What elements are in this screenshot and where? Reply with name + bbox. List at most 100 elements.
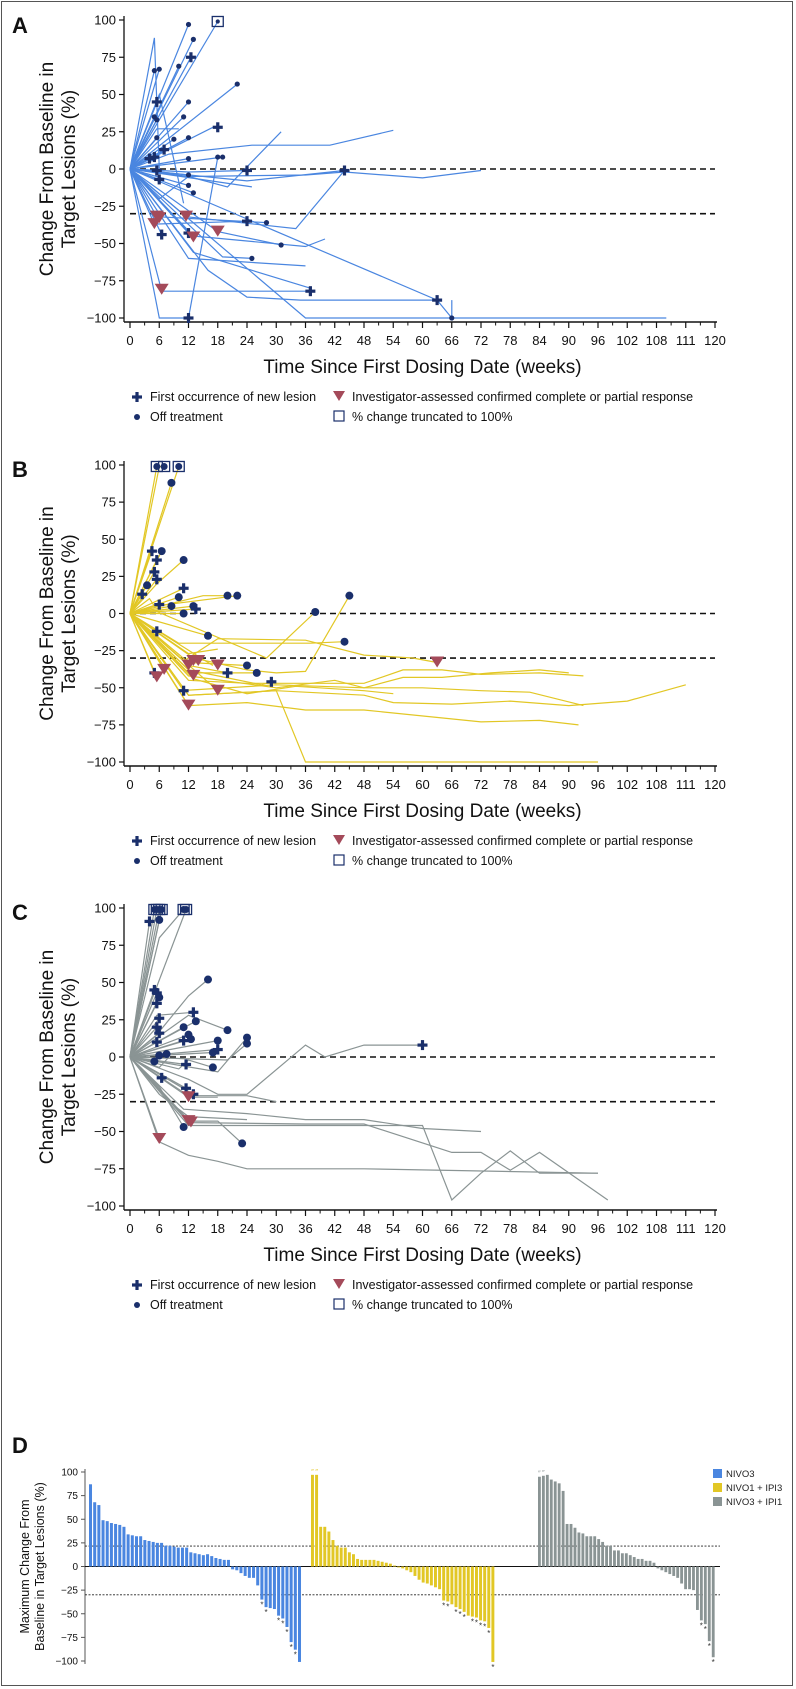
new-lesion-marker-v bbox=[194, 604, 198, 615]
off-treatment-marker bbox=[176, 63, 182, 69]
bar-nivo3-ipi1 bbox=[711, 1566, 715, 1658]
legend-truncated-label: % change truncated to 100% bbox=[352, 410, 513, 424]
y-tick-label: −25 bbox=[94, 643, 116, 658]
new-lesion-marker-v bbox=[157, 174, 161, 185]
new-lesion-marker-v bbox=[160, 1072, 164, 1083]
patient-series-line bbox=[129, 613, 394, 695]
x-tick-label: 66 bbox=[445, 333, 459, 348]
new-lesion-marker-v bbox=[182, 583, 186, 594]
bar-nivo1-ipi3 bbox=[470, 1566, 474, 1617]
y-tick-label: 0 bbox=[109, 1050, 116, 1065]
x-tick-label: 111 bbox=[676, 777, 696, 792]
panel-label: C bbox=[12, 900, 28, 925]
response-asterisk: * bbox=[446, 1602, 449, 1611]
bar-nivo3-ipi1 bbox=[676, 1566, 680, 1578]
y-tick-label: 0 bbox=[109, 162, 116, 177]
x-tick-label: 108 bbox=[646, 777, 668, 792]
off-treatment-marker bbox=[167, 478, 176, 487]
bar-nivo1-ipi3 bbox=[450, 1566, 454, 1605]
new-lesion-marker bbox=[305, 286, 316, 297]
y-tick-label: 100 bbox=[94, 13, 116, 28]
response-asterisk: * bbox=[281, 1619, 284, 1628]
bar-nivo3 bbox=[235, 1566, 239, 1571]
new-lesion-marker bbox=[181, 1083, 192, 1094]
bar-nivo1-ipi3 bbox=[417, 1566, 421, 1580]
off-treatment-marker bbox=[155, 1051, 164, 1060]
off-treatment-marker bbox=[175, 462, 183, 470]
new-lesion-marker-v bbox=[135, 392, 139, 402]
bar-nivo3 bbox=[231, 1566, 235, 1570]
spider-plot-panel-a: A 100 75 50 25 0 −25 −50 −75 −100 0 6 12 18 24 30 36 42 48… bbox=[12, 13, 726, 425]
new-lesion-marker-v bbox=[184, 1083, 188, 1094]
new-lesion-marker-v bbox=[186, 313, 191, 323]
patient-series-line bbox=[129, 1014, 228, 1058]
new-lesion-marker bbox=[339, 165, 350, 176]
off-treatment-marker bbox=[233, 591, 242, 600]
off-treatment-marker bbox=[185, 182, 192, 188]
off-treatment-marker bbox=[171, 136, 177, 142]
bar-nivo3-ipi1 bbox=[668, 1566, 672, 1575]
bar-nivo3 bbox=[105, 1521, 109, 1567]
new-lesion-marker bbox=[144, 916, 155, 927]
response-asterisk: * bbox=[442, 1602, 445, 1611]
new-lesion-marker bbox=[151, 96, 162, 107]
x-tick-label: 72 bbox=[474, 777, 488, 792]
x-tick-label: 18 bbox=[211, 1221, 225, 1236]
y-tick-label: −50 bbox=[94, 1124, 116, 1139]
patient-series-line bbox=[129, 919, 160, 1058]
bar-nivo1-ipi3 bbox=[380, 1561, 384, 1567]
bar-nivo3-ipi1 bbox=[684, 1566, 687, 1590]
truncated-marker bbox=[157, 460, 171, 473]
y-tick-label: 100 bbox=[94, 458, 116, 473]
response-asterisk: * bbox=[471, 1618, 474, 1627]
off-treatment-marker bbox=[174, 593, 183, 602]
legend-new-lesion-label: First occurrence of new lesion bbox=[150, 390, 316, 404]
bar-nivo1-ipi3 bbox=[343, 1547, 347, 1567]
new-lesion-marker bbox=[151, 1022, 162, 1033]
x-tick-label: 120 bbox=[704, 777, 726, 792]
y-tick-label: −75 bbox=[61, 1633, 78, 1644]
bar-nivo3 bbox=[160, 1542, 164, 1567]
bar-nivo3-ipi1 bbox=[660, 1566, 664, 1571]
off-treatment-marker bbox=[185, 172, 192, 178]
bar-nivo3 bbox=[201, 1555, 205, 1567]
patient-series-line bbox=[129, 168, 667, 319]
new-lesion-marker bbox=[151, 626, 162, 637]
off-treatment-marker bbox=[345, 591, 354, 600]
new-lesion-marker bbox=[151, 998, 162, 1009]
x-tick-label: 36 bbox=[298, 333, 312, 348]
patient-series-line bbox=[129, 612, 209, 637]
patient-series-line bbox=[129, 168, 248, 173]
patient-series-line bbox=[129, 138, 175, 170]
new-lesion-marker bbox=[266, 676, 277, 687]
patient-series-line bbox=[129, 613, 569, 692]
new-lesion-marker bbox=[154, 1028, 165, 1039]
response-marker bbox=[147, 218, 162, 230]
response-asterisk: * bbox=[260, 1601, 263, 1610]
off-treatment-marker bbox=[215, 154, 221, 160]
x-tick-label: 48 bbox=[357, 1221, 371, 1236]
bar-nivo1-ipi3 bbox=[434, 1566, 437, 1588]
bar-nivo3 bbox=[289, 1566, 293, 1643]
x-tick-label: 96 bbox=[591, 777, 605, 792]
off-treatment-marker bbox=[162, 1050, 171, 1059]
off-treatment-marker bbox=[204, 975, 212, 984]
x-tick-label: 102 bbox=[616, 777, 638, 792]
bar-nivo3 bbox=[109, 1523, 113, 1567]
x-tick-label: 111 bbox=[676, 333, 696, 348]
response-marker bbox=[154, 283, 169, 295]
y-tick-label: −75 bbox=[94, 273, 116, 288]
response-marker bbox=[179, 210, 194, 222]
y-tick-label: 75 bbox=[67, 1491, 79, 1502]
x-tick-label: 30 bbox=[269, 333, 283, 348]
bar-nivo1-ipi3 bbox=[446, 1566, 450, 1602]
bar-nivo3-ipi1 bbox=[557, 1483, 561, 1567]
new-lesion-marker-v bbox=[135, 836, 139, 846]
bar-nivo1-ipi3 bbox=[335, 1545, 339, 1567]
off-treatment-marker bbox=[186, 1035, 195, 1044]
patient-series-line bbox=[129, 1056, 243, 1144]
bar-nivo3-ipi1 bbox=[648, 1560, 652, 1567]
bar-nivo3 bbox=[97, 1505, 101, 1567]
bar-nivo1-ipi3 bbox=[413, 1566, 417, 1576]
y-axis-title-line: Target Lesions (%) bbox=[59, 978, 80, 1136]
